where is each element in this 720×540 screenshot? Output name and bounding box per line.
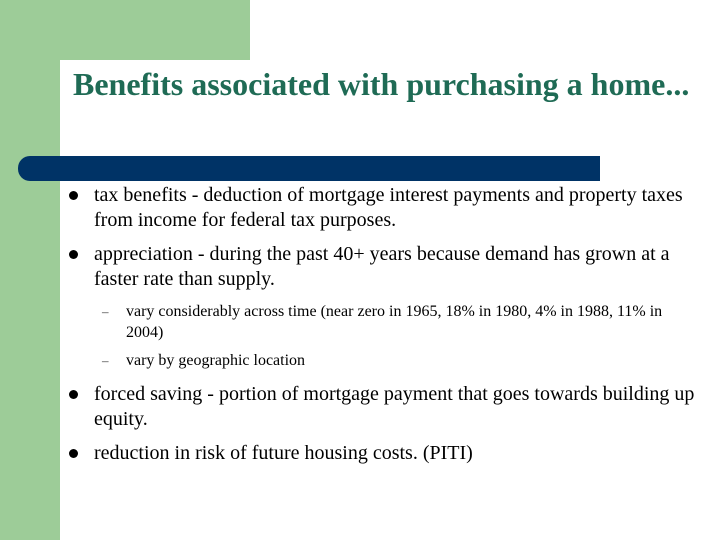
sub-bullet-list: – vary considerably across time (near ze… <box>62 301 702 371</box>
bullet-dot-icon <box>69 390 78 399</box>
title-divider-bar <box>18 156 600 181</box>
sub-bullet-time-variation: – vary considerably across time (near ze… <box>62 301 702 343</box>
slide-title: Benefits associated with purchasing a ho… <box>73 66 690 102</box>
sub-bullet-text: vary by geographic location <box>126 352 306 369</box>
bullet-forced-saving: forced saving - portion of mortgage paym… <box>62 382 702 432</box>
bullet-risk-reduction: reduction in risk of future housing cost… <box>62 441 702 466</box>
bullet-list: tax benefits - deduction of mortgage int… <box>62 183 702 475</box>
green-corner-block <box>0 0 250 60</box>
bullet-text: appreciation - during the past 40+ years… <box>94 243 670 290</box>
bullet-text: reduction in risk of future housing cost… <box>94 442 473 464</box>
bullet-appreciation: appreciation - during the past 40+ years… <box>62 242 702 292</box>
bullet-text: tax benefits - deduction of mortgage int… <box>94 184 683 231</box>
bullet-tax-benefits: tax benefits - deduction of mortgage int… <box>62 183 702 233</box>
green-side-band <box>0 0 60 540</box>
bullet-dot-icon <box>69 191 78 200</box>
sub-bullet-geographic: – vary by geographic location <box>62 350 702 371</box>
bullet-dot-icon <box>69 250 78 259</box>
dash-marker-icon: – <box>102 353 109 368</box>
dash-marker-icon: – <box>102 304 109 319</box>
bullet-dot-icon <box>69 449 78 458</box>
bullet-text: forced saving - portion of mortgage paym… <box>94 383 695 430</box>
sub-bullet-group: – vary considerably across time (near ze… <box>62 301 702 371</box>
sub-bullet-text: vary considerably across time (near zero… <box>126 303 663 341</box>
content-panel <box>60 60 720 540</box>
